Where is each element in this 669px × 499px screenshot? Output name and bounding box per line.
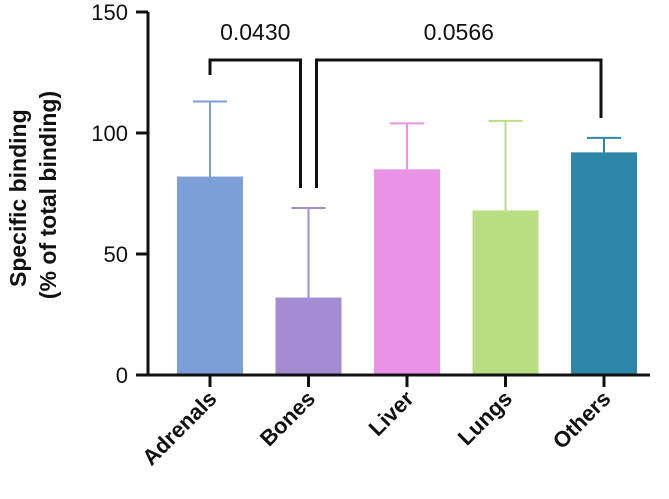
bar-bones xyxy=(275,297,342,375)
y-tick-label-50: 50 xyxy=(104,242,128,267)
y-tick-label-150: 150 xyxy=(91,0,128,25)
x-tick-label-others: Others xyxy=(548,386,616,454)
x-tick-label-liver: Liver xyxy=(364,386,419,441)
p-value-label-1: 0.0430 xyxy=(220,19,290,45)
bar-lungs xyxy=(472,210,539,375)
y-tick-label-100: 100 xyxy=(91,121,128,146)
y-axis-label-line2: (% of total binding) xyxy=(35,91,61,299)
y-tick-label-0: 0 xyxy=(116,363,128,388)
p-value-label-2: 0.0566 xyxy=(424,19,494,45)
x-tick-label-lungs: Lungs xyxy=(453,386,517,450)
y-axis-label-line1: Specific binding xyxy=(5,109,31,287)
y-axis-label: Specific binding (% of total binding) xyxy=(5,91,61,299)
bar-liver xyxy=(374,169,440,375)
significance-bracket-2 xyxy=(315,58,603,188)
x-tick-label-bones: Bones xyxy=(255,386,320,451)
x-tick-label-adrenals: Adrenals xyxy=(137,386,221,470)
bar-adrenals xyxy=(177,176,243,375)
significance-bracket-1 xyxy=(208,58,302,188)
bar-others xyxy=(571,152,637,375)
